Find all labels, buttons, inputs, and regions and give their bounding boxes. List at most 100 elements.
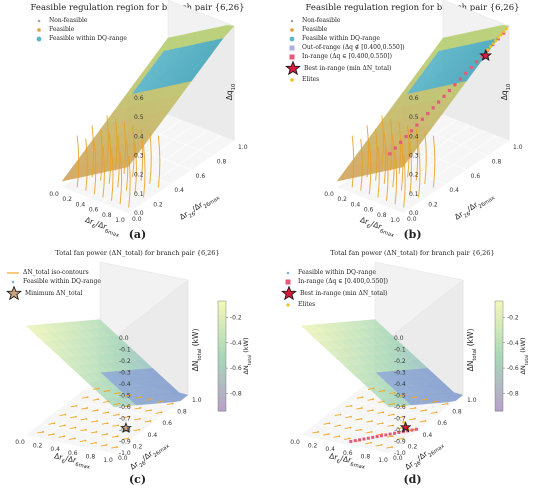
elite-marker-icon (285, 76, 299, 84)
legend-label: Feasible within DQ-range (49, 35, 127, 42)
iso-contour-tick (322, 433, 329, 436)
colorbar-segment (495, 374, 503, 380)
tick-labels: 0.00.20.40.60.81.0 0.00.20.40.60.81.00.0-… (15, 335, 201, 464)
z-tick-label: 0.1 (409, 191, 419, 198)
iso-contour-dot (350, 415, 352, 418)
feasible-column (409, 142, 412, 195)
star-icon (6, 286, 22, 300)
iso-contour-tick (70, 416, 77, 419)
iso-contour-tick (101, 422, 108, 425)
iso-contour-dot (338, 435, 341, 438)
panel-c-letter: (c) (128, 473, 147, 486)
legend-label: Non-feasible (49, 17, 88, 24)
iso-contour-dot (413, 428, 416, 431)
x-tick-label: 0.0 (290, 439, 300, 446)
colorbar-segment (495, 342, 503, 348)
panel-d: Total fan power (ΔN_total) for branch pa… (275, 245, 550, 490)
iso-contour-dot (116, 435, 119, 438)
dq-marker-icon (6, 278, 20, 286)
iso-contour-tick (114, 392, 120, 395)
iso-contour-dot (42, 431, 45, 433)
feasible-column (119, 152, 123, 205)
in-range-marker (474, 60, 479, 64)
star-icon (281, 286, 297, 300)
feasible-column (114, 118, 118, 171)
feasible-column (134, 142, 137, 195)
iso-contour-tick (59, 414, 66, 417)
panel-c-legend: ΔN_total iso-contours Feasible within DQ… (6, 268, 101, 300)
feasible-column (392, 135, 395, 188)
elite-marker (496, 36, 500, 40)
colorbar: -0.2 -0.4 -0.6 -0.8 ΔNtotal (kW) (217, 300, 253, 412)
colorbar-segment (218, 342, 226, 348)
legend-item-contours: ΔN_total iso-contours (6, 268, 101, 277)
colorbar-segment (218, 406, 226, 412)
iso-contour-dot (370, 430, 373, 433)
y-axis-label: Δr26/Δr26max (453, 190, 496, 224)
iso-contour-tick (409, 407, 416, 410)
iso-contour-dot (160, 411, 163, 414)
z-tick-label: 0.1 (134, 191, 144, 198)
iso-contour-tick (367, 398, 374, 401)
iso-contour-dot (128, 404, 131, 407)
elite-marker (486, 48, 490, 52)
in-range-marker (442, 94, 446, 98)
iso-contour-dot (150, 398, 153, 401)
x-tick-label: 1.0 (115, 217, 125, 224)
iso-contour-dot (95, 441, 97, 444)
panel-c-title: Total fan power (ΔN_total) for branch pa… (55, 249, 220, 257)
iso-contour-tick (387, 414, 394, 416)
in-range-marker (464, 71, 468, 75)
grid-line (363, 125, 470, 198)
grid-line (25, 376, 101, 436)
legend-label: Best in-range (min ΔN_total) (300, 289, 388, 297)
y-tick-label: 0.4 (148, 432, 158, 439)
colorbar-segment (218, 333, 226, 339)
z-tick-label: -0.7 (119, 416, 131, 423)
in-range-marker (371, 435, 375, 439)
nonfeasible-marker-icon (32, 17, 46, 25)
panel-d-legend: Feasible within DQ-range In-range (Δq ∈ … (281, 268, 388, 309)
z-tick-label: -0.1 (394, 347, 406, 354)
legend-label: In-range (Δq ∈ [0.400,0.550]) (302, 53, 392, 60)
x-tick-label: 0.0 (324, 191, 334, 198)
in-range-marker (404, 134, 408, 139)
feasible-marker-icon (32, 26, 46, 34)
elite-marker (499, 33, 503, 37)
feasible-column (123, 122, 127, 174)
in-range-marker (409, 129, 414, 133)
feasible-column (368, 142, 372, 195)
iso-contour-dot (391, 435, 394, 438)
z-tick-label: 0.4 (134, 133, 144, 140)
feasible-column (351, 135, 355, 188)
grid-line (442, 114, 510, 142)
x-axis-label: Δr6/Δr6max (53, 451, 92, 470)
panel-a-letter: (a) (128, 228, 147, 241)
feasible-column (149, 132, 152, 185)
iso-contour-dot (117, 424, 120, 427)
surface-patch (216, 24, 235, 40)
iso-contour-tick (90, 442, 97, 445)
iso-contour-tick (58, 435, 65, 438)
iso-contour-dot (86, 407, 88, 409)
iso-contour-dot (425, 398, 428, 401)
iso-contour-tick (102, 411, 109, 414)
feasible-column (85, 138, 88, 191)
y-tick-label: 0.0 (132, 216, 142, 223)
in-range-marker (458, 77, 462, 81)
feasible-column (102, 145, 105, 198)
iso-contour-tick (410, 396, 417, 399)
iso-contour-dot (436, 400, 438, 403)
feasible-column (381, 115, 384, 168)
iso-contour-tick (377, 411, 384, 414)
minimum-star-icon (120, 421, 132, 434)
z-tick-label: -0.2 (119, 358, 131, 365)
x-axis-label: Δr6/Δr6max (328, 451, 367, 470)
iso-contour-tick (155, 411, 162, 414)
colorbar-label: ΔNtotal (kW) (519, 337, 530, 374)
iso-contour-dot (391, 446, 394, 448)
iso-contour-dot (127, 437, 130, 440)
iso-contour-tick (48, 422, 55, 425)
feasible-column (143, 145, 146, 198)
iso-contour-dot (107, 400, 110, 403)
